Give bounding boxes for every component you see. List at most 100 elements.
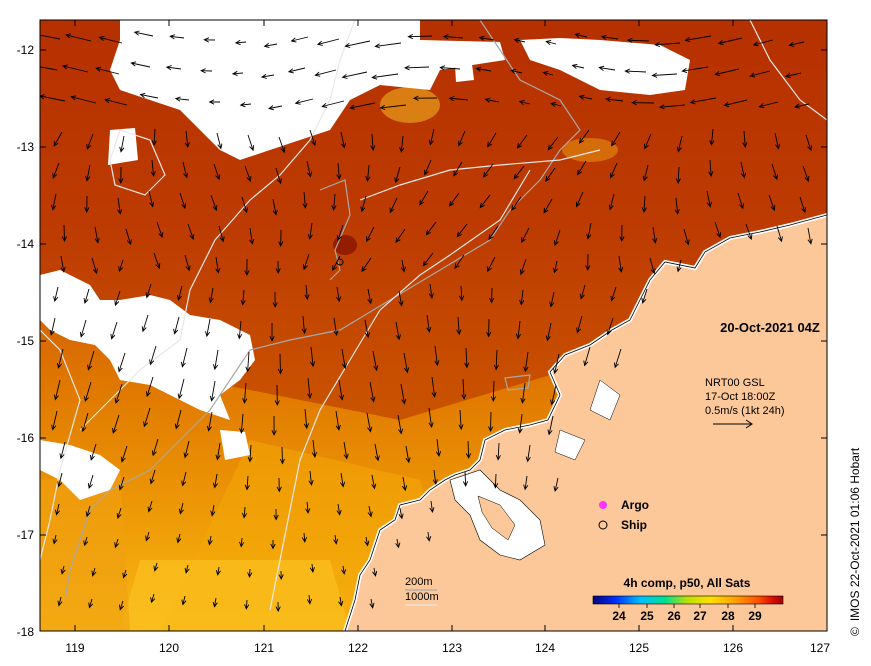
current-arrow-icon (422, 252, 434, 267)
x-tick-label: 123 (442, 641, 462, 655)
current-arrow-icon (370, 133, 376, 152)
current-arrow-icon (553, 229, 561, 247)
current-arrow-icon (151, 438, 159, 457)
current-arrow-icon (212, 597, 218, 608)
current-arrow-icon (343, 441, 349, 460)
current-arrow-icon (212, 349, 219, 371)
current-arrow-icon (442, 34, 464, 40)
current-arrow-icon (675, 166, 681, 185)
argo-marker-icon (599, 501, 607, 509)
current-arrow-icon (125, 228, 132, 246)
current-arrow-icon (61, 64, 89, 73)
current-arrow-icon (215, 566, 221, 576)
current-arrow-icon (641, 195, 647, 214)
current-arrow-icon (478, 35, 495, 41)
current-arrow-icon (143, 407, 151, 428)
cloud-mask (40, 20, 690, 500)
current-arrow-icon (290, 36, 309, 43)
current-arrow-icon (402, 476, 408, 492)
current-arrow-icon (439, 65, 461, 71)
current-arrow-icon (118, 166, 124, 185)
colorbar-tick-label: 29 (748, 609, 762, 623)
credit-line: IMOS 22-Oct-2021 01:06 Hobart (848, 447, 862, 621)
current-arrow-icon (456, 316, 462, 336)
current-arrow-icon (492, 473, 499, 489)
argo-label: Argo (621, 498, 649, 512)
current-arrow-icon (244, 258, 250, 277)
current-arrow-icon (583, 346, 591, 367)
current-arrow-icon (400, 383, 407, 405)
current-arrow-icon (273, 508, 279, 521)
current-arrow-icon (802, 165, 810, 183)
current-arrow-icon (576, 315, 583, 334)
current-arrow-icon (145, 531, 151, 542)
x-axis: 119 120 121 122 123 124 125 126 127 (65, 641, 830, 655)
current-arrow-icon (448, 192, 460, 207)
current-arrow-icon (336, 224, 344, 242)
current-arrow-icon (740, 161, 747, 179)
current-arrow-icon (458, 409, 464, 431)
current-arrow-icon (237, 320, 243, 340)
current-arrow-icon (119, 600, 125, 611)
current-arrow-icon (768, 194, 776, 212)
current-arrow-icon (60, 565, 66, 575)
current-arrow-icon (83, 536, 89, 547)
current-arrow-icon (372, 350, 379, 372)
current-arrow-icon (644, 133, 652, 150)
current-arrow-icon (424, 159, 432, 176)
ship-marker (336, 258, 344, 266)
current-arrow-icon (367, 505, 373, 518)
current-arrow-icon (737, 192, 744, 210)
current-arrow-icon (51, 193, 57, 211)
current-arrow-icon (272, 291, 278, 308)
current-arrow-icon (676, 135, 683, 153)
current-arrow-icon (272, 198, 278, 216)
current-arrow-icon (397, 414, 404, 435)
y-tick-label: -15 (17, 334, 35, 348)
current-scale: 0.5m/s (1kt 24h) (705, 405, 784, 417)
y-tick-label: -13 (17, 140, 35, 154)
current-arrow-icon (40, 34, 61, 40)
current-arrow-icon (784, 72, 802, 79)
current-arrow-icon (89, 443, 97, 461)
current-arrow-icon (518, 99, 531, 106)
current-arrow-icon (428, 283, 434, 300)
current-arrow-icon (511, 196, 522, 211)
current-arrow-icon (149, 345, 157, 366)
current-arrow-icon (649, 257, 656, 275)
current-arrow-icon (275, 167, 282, 185)
coastal-island (554, 429, 586, 461)
current-arrow-icon (150, 159, 156, 177)
current-arrow-icon (517, 413, 523, 434)
credit-text: © IMOS 22-Oct-2021 01:06 Hobart (848, 447, 862, 636)
plot-frame (39, 19, 828, 632)
current-arrow-icon (85, 164, 91, 182)
current-arrow-icon (117, 352, 126, 373)
current-arrow-icon (215, 442, 221, 461)
current-arrow-icon (184, 254, 191, 272)
current-arrow-icon (174, 96, 190, 102)
current-arrow-icon (239, 537, 245, 548)
current-arrow-icon (183, 440, 190, 459)
current-arrow-icon (371, 474, 377, 490)
y-tick-label: -17 (17, 528, 35, 542)
current-arrow-icon (338, 379, 345, 401)
current-arrow-icon (776, 225, 783, 243)
coastline (344, 214, 827, 631)
current-arrow-icon (574, 32, 588, 38)
current-arrow-icon (520, 382, 526, 404)
current-arrow-icon (180, 347, 188, 368)
current-arrow-icon (187, 223, 195, 241)
current-arrow-icon (148, 190, 155, 208)
current-arrow-icon (490, 380, 496, 403)
current-arrow-icon (374, 443, 380, 462)
date-label: 20-Oct-2021 04Z (720, 320, 820, 335)
current-arrow-icon (274, 384, 280, 406)
current-arrow-icon (586, 222, 592, 240)
current-arrow-icon (523, 475, 529, 491)
current-arrow-icon (338, 596, 344, 607)
current-arrow-icon (112, 414, 120, 434)
current-arrow-icon (652, 226, 658, 244)
coastal-island (589, 379, 621, 421)
current-arrow-icon (475, 66, 492, 72)
